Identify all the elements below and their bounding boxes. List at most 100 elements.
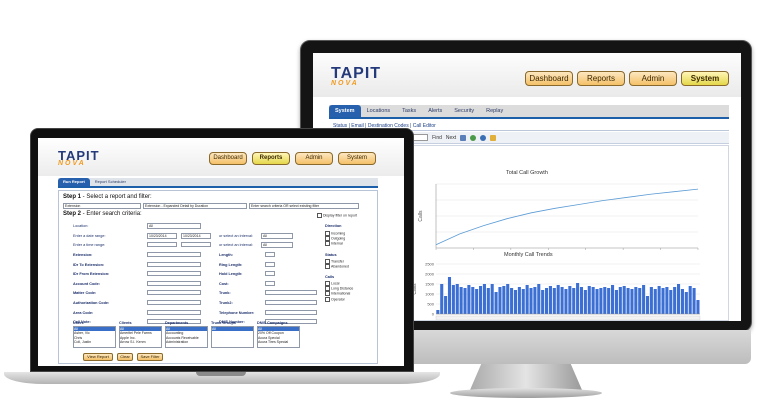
tab-alerts[interactable]: Alerts: [428, 108, 443, 114]
report-name-select[interactable]: Extension - Expanded Detail by Duration: [143, 203, 247, 209]
mid-field-input[interactable]: [265, 280, 275, 286]
location-select[interactable]: All: [147, 223, 201, 229]
time-to-input[interactable]: [181, 242, 211, 247]
export-icon[interactable]: [460, 134, 467, 141]
date-to-input[interactable]: 10/23/2014: [181, 233, 211, 239]
mid-field-label: Hold Length:: [219, 272, 243, 277]
nav-system-button[interactable]: System: [338, 152, 376, 165]
list-option[interactable]: All: [120, 327, 161, 332]
list-box[interactable]: All 20% Off Coupon Acura Special Acura Tire…: [257, 326, 300, 348]
monthly-bar: [541, 290, 545, 314]
left-field-input[interactable]: [147, 280, 201, 286]
macbook-header: TAPIT NOVA Dashboard Reports Admin System: [38, 138, 404, 176]
monthly-chart-title: Monthly Call Trends: [504, 252, 553, 258]
left-field-input[interactable]: [147, 319, 201, 325]
monthly-bar: [521, 289, 525, 314]
list-option[interactable]: Acura Tires Special: [258, 339, 289, 344]
time-from-input[interactable]: [147, 242, 177, 247]
nav-admin-button[interactable]: Admin: [629, 71, 677, 86]
nav-admin-button[interactable]: Admin: [295, 152, 333, 165]
globe-icon[interactable]: [480, 134, 487, 141]
interval2-select[interactable]: All: [261, 242, 293, 248]
refresh-icon[interactable]: [470, 134, 477, 141]
mid-field-input[interactable]: [265, 290, 317, 296]
mid-field-label: Length:: [219, 253, 233, 257]
list-box[interactable]: All: [211, 326, 254, 348]
date-from-input[interactable]: 10/23/2014: [147, 233, 177, 239]
filter-select[interactable]: Enter search criteria OR select existing…: [249, 203, 359, 209]
tab-system[interactable]: System: [329, 105, 361, 117]
tab-tasks[interactable]: Tasks: [402, 108, 417, 114]
nav-reports-button[interactable]: Reports: [252, 152, 290, 165]
list-option[interactable]: Accounting: [166, 331, 184, 336]
report-type-select[interactable]: Extension: [63, 203, 141, 209]
left-field-input[interactable]: [147, 261, 201, 267]
list-option[interactable]: Acura Special: [258, 335, 280, 340]
left-field-input[interactable]: [147, 252, 201, 257]
mid-field-input[interactable]: [265, 252, 275, 257]
mid-field-input[interactable]: [265, 271, 275, 277]
status-checkbox[interactable]: Abandoned: [325, 264, 349, 269]
imac-foot: [450, 388, 602, 398]
direction-checkbox[interactable]: Internal: [325, 241, 343, 246]
list-option[interactable]: Chris: [74, 335, 83, 340]
next-link[interactable]: Next: [445, 134, 457, 141]
tab-security[interactable]: Security: [454, 108, 475, 114]
list-option[interactable]: All: [74, 327, 115, 332]
monthly-y-label: Calls: [412, 283, 418, 295]
clear-button[interactable]: Clear: [117, 353, 133, 361]
calls-checkbox[interactable]: Long Distance: [325, 286, 353, 291]
mid-field-input[interactable]: [265, 319, 317, 325]
list-option[interactable]: All: [212, 327, 253, 332]
list-option[interactable]: Apple Inc.: [120, 335, 136, 340]
nav-dashboard-button[interactable]: Dashboard: [525, 71, 573, 86]
list-option[interactable]: Asher, Vic: [74, 331, 90, 336]
save-filter-button[interactable]: Save Filter: [137, 353, 163, 361]
mid-field-input[interactable]: [265, 300, 317, 305]
nav-system-button[interactable]: System: [681, 71, 729, 86]
direction-checkbox[interactable]: Outgoing: [325, 236, 345, 241]
tab-replay[interactable]: Replay: [486, 108, 504, 114]
status-checkbox[interactable]: Transfer: [325, 259, 344, 264]
tab-run-report[interactable]: Run Report: [58, 178, 90, 186]
list-option[interactable]: Coll, Justin: [74, 339, 92, 344]
left-field-input[interactable]: [147, 300, 201, 305]
nav-reports-button[interactable]: Reports: [577, 71, 625, 86]
list-option[interactable]: Accounts Receivable: [166, 335, 199, 340]
left-field-input[interactable]: [147, 290, 201, 296]
calls-checkbox[interactable]: Local: [325, 281, 339, 286]
imac-logo-sub: NOVA: [331, 80, 359, 87]
list-option[interactable]: All: [166, 327, 207, 332]
imac-logo[interactable]: TAPIT NOVA: [331, 65, 381, 87]
display-filter-checkbox[interactable]: Display filter on report: [317, 213, 357, 218]
direction-checkbox[interactable]: Incoming: [325, 231, 345, 236]
folder-icon[interactable]: [490, 134, 497, 141]
tab-report-scheduler[interactable]: Report Scheduler: [94, 179, 126, 184]
find-link[interactable]: Find: [432, 134, 442, 141]
macbook-logo[interactable]: TAPIT NOVA: [58, 148, 100, 167]
list-box[interactable]: All Ameritel Pele Farms Apple Inc. Arrow S.…: [119, 326, 162, 348]
mid-field-input[interactable]: [265, 309, 317, 315]
monthly-bar: [603, 287, 607, 314]
list-option[interactable]: Ameritel Pele Farms: [120, 331, 152, 336]
list-option[interactable]: Administration: [166, 339, 189, 344]
interval-label: or select an interval:: [219, 234, 253, 238]
nav-dashboard-button[interactable]: Dashboard: [209, 152, 247, 165]
calls-checkbox[interactable]: International: [325, 291, 350, 296]
list-option[interactable]: Arrow S.I. Kenm: [120, 339, 146, 344]
calls-checkbox[interactable]: Operator: [325, 297, 345, 302]
list-option[interactable]: All: [258, 327, 299, 332]
list-option[interactable]: 20% Off Coupon: [258, 331, 284, 336]
direction-title: Direction: [325, 224, 342, 228]
view-report-button[interactable]: View Report: [83, 353, 113, 361]
left-field-input[interactable]: [147, 271, 201, 277]
mid-field-input[interactable]: [265, 261, 275, 267]
imac-sublinks[interactable]: Status | Email | Destination Codes | Cal…: [329, 121, 729, 131]
list-box[interactable]: All Asher, Vic Chris Coll, Justin: [73, 326, 116, 348]
left-field-input[interactable]: [147, 309, 201, 315]
interval-select[interactable]: All: [261, 233, 293, 239]
tab-locations[interactable]: Locations: [366, 108, 391, 114]
macbook-logo-brand: TAPIT: [58, 148, 100, 163]
list-title: Trunk Groups: [211, 321, 236, 325]
list-box[interactable]: All Accounting Accounts Receivable Administ…: [165, 326, 208, 348]
